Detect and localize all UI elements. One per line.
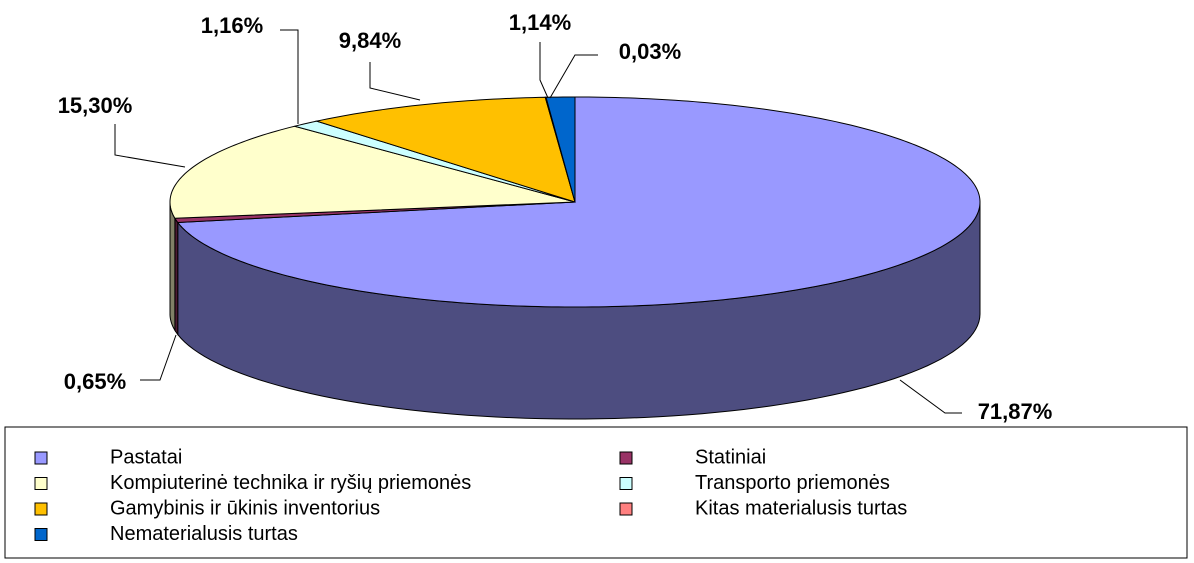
legend-marker bbox=[34, 477, 48, 490]
legend-label: Gamybinis ir ūkinis inventorius bbox=[110, 497, 380, 519]
data-label: 0,65% bbox=[64, 369, 126, 394]
data-label: 71,87% bbox=[978, 399, 1053, 424]
slice bbox=[314, 96, 576, 203]
data-label: 1,14% bbox=[509, 10, 571, 35]
data-label: 15,30% bbox=[58, 93, 133, 118]
pie-tops bbox=[169, 96, 981, 308]
data-label: 0,03% bbox=[619, 39, 681, 64]
legend-box bbox=[4, 426, 1188, 559]
slice-side bbox=[169, 201, 176, 333]
legend-label: Kitas materialusis turtas bbox=[695, 497, 907, 519]
legend-marker bbox=[619, 502, 633, 516]
legend-label: Transporto priemonės bbox=[695, 472, 890, 494]
legend-label: Kompiuterinė technika ir ryšių priemonės bbox=[110, 472, 471, 494]
leader-line bbox=[369, 62, 421, 101]
leader-line bbox=[539, 42, 549, 99]
leader-line bbox=[114, 124, 186, 168]
leader-line bbox=[140, 334, 177, 381]
leader-line bbox=[280, 29, 299, 124]
legend-marker bbox=[34, 451, 48, 465]
leader-line bbox=[899, 379, 962, 414]
legend-marker bbox=[34, 502, 48, 516]
data-label: 1,16% bbox=[201, 13, 263, 38]
legend-marker bbox=[619, 451, 633, 465]
slice bbox=[176, 96, 981, 308]
leader-line bbox=[549, 54, 598, 99]
data-label: 9,84% bbox=[339, 28, 401, 53]
slice bbox=[169, 125, 576, 219]
legend-label: Nematerialusis turtas bbox=[110, 523, 298, 545]
legend-marker bbox=[619, 477, 633, 490]
legend-marker bbox=[34, 528, 48, 541]
legend-label: Pastatai bbox=[110, 446, 182, 468]
legend-label: Statiniai bbox=[695, 446, 766, 468]
slice bbox=[545, 96, 576, 203]
